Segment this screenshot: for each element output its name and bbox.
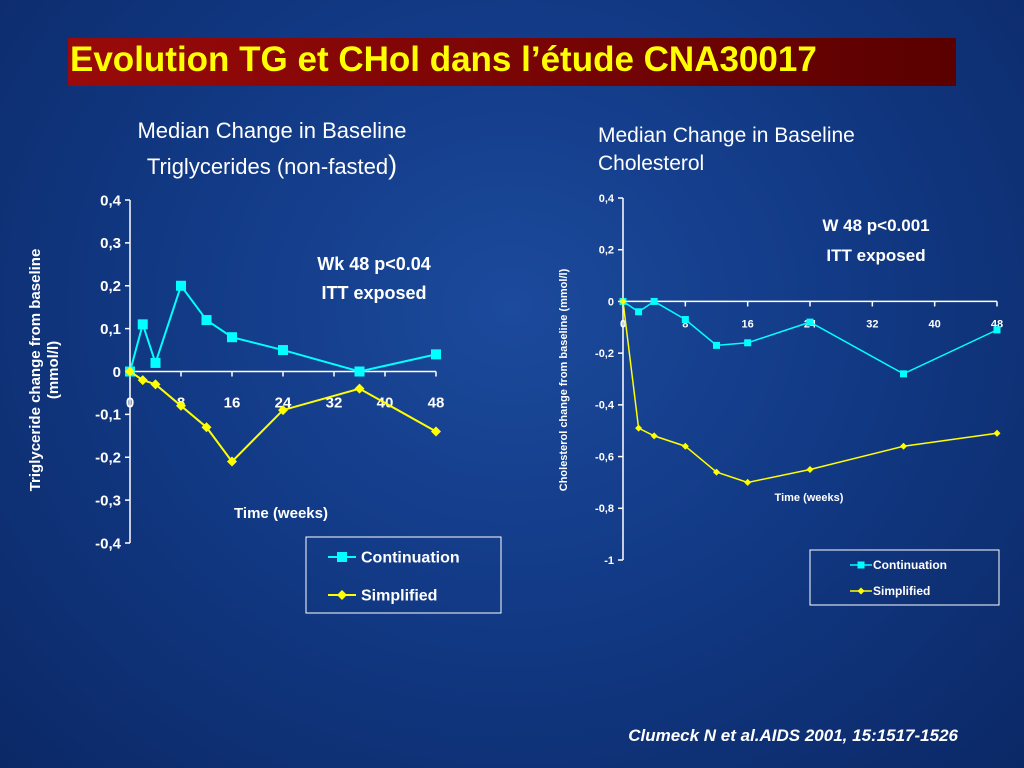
chart1-y-tick-label: 0,2 — [100, 278, 121, 295]
chart1-legend-box — [305, 536, 502, 614]
chart1-x-tick-label: 32 — [326, 395, 343, 412]
chart1-x-tick-label: 24 — [275, 395, 292, 412]
chart2-legend-continuation-label: Continuation — [873, 558, 947, 572]
chart2-series-simplified-point — [713, 468, 720, 476]
chart1-legend-continuation-swatch-marker — [337, 552, 347, 562]
chart2-series-continuation-point — [635, 308, 643, 316]
chart1-y-axis-title: Triglyceride change from baseline(mmol/l… — [27, 249, 62, 492]
chart2-series-simplified-point — [900, 442, 907, 450]
chart1-series-continuation-point — [201, 315, 212, 326]
chart1-x-tick-label: 0 — [126, 395, 134, 412]
chart1-legend-continuation-label: Continuation — [361, 550, 460, 567]
chart1-legend-simplified-swatch-marker — [337, 590, 347, 600]
chart1-series-continuation-point — [150, 357, 161, 368]
chart1-series-continuation-point — [431, 349, 441, 360]
chart2-x-tick-label: 40 — [929, 318, 941, 330]
chart2-series-simplified-point — [650, 432, 658, 440]
chart1-y-tick-label: 0,1 — [100, 321, 121, 338]
chart2-y-tick-label: 0,4 — [599, 193, 615, 205]
chart2-series-simplified-point — [635, 424, 643, 432]
chart2-y-tick-label: -0,4 — [595, 400, 615, 412]
chart2-legend-continuation-swatch-marker — [857, 561, 865, 569]
chart2-series-simplified-point — [744, 478, 752, 486]
chart2-x-tick-label: 32 — [866, 318, 878, 330]
chart2-series-continuation-point — [900, 370, 907, 378]
chart1-y-tick-label: -0,3 — [95, 492, 121, 509]
chart2-y-axis-title: Cholesterol change from baseline (mmol/l… — [558, 268, 570, 491]
left-heading-line1: Median Change in Baseline — [137, 118, 407, 143]
chart1-series-simplified-point — [176, 400, 186, 411]
chart2-series-simplified-point — [681, 442, 689, 450]
chart1-series-simplified-point — [201, 422, 212, 433]
chart2-annotation-line2: ITT exposed — [826, 246, 925, 265]
chart2-series-simplified-point — [993, 429, 1001, 437]
chart2-series-simplified-point — [806, 466, 814, 473]
chart2-series-continuation-point — [806, 318, 814, 326]
left-heading-paren: ) — [388, 150, 398, 180]
chart1-x-tick-label: 16 — [224, 395, 241, 412]
chart1-y-axis-title-line2: (mmol/l) — [45, 341, 62, 399]
chart2-y-tick-label: 0,2 — [599, 245, 614, 257]
chart1-series-simplified-point — [137, 375, 148, 386]
chart2-series-continuation-point — [681, 316, 689, 324]
chart1-y-tick-label: 0 — [113, 364, 121, 381]
chart2-y-tick-label: -0,6 — [595, 451, 614, 463]
chart2-y-tick-label: 0 — [608, 296, 614, 308]
left-chart-heading: Median Change in Baseline Triglycerides … — [92, 114, 452, 184]
citation: Clumeck N et al.AIDS 2001, 15:1517-1526 — [628, 726, 958, 745]
chart2-series-continuation-point — [713, 341, 720, 349]
left-heading-line2: Triglycerides (non-fasted — [146, 154, 389, 179]
chart2-series-continuation-point — [650, 297, 658, 305]
chart2-x-tick-label: 16 — [742, 318, 754, 330]
chart1-series-simplified-point — [354, 383, 365, 394]
chart2-series-continuation-point — [993, 326, 1001, 334]
chart2-annotation-line1: W 48 p<0.001 — [822, 216, 929, 235]
chart2-y-tick-label: -1 — [604, 555, 614, 567]
chart1-x-tick-label: 48 — [428, 395, 445, 412]
chart1-series-continuation-point — [227, 332, 237, 343]
chart1-x-axis-title: Time (weeks) — [234, 505, 328, 522]
chart1-y-tick-label: -0,4 — [95, 535, 122, 552]
chart2-x-axis-title: Time (weeks) — [775, 492, 844, 504]
chart1-legend-simplified-label: Simplified — [361, 588, 437, 605]
chart1-series-continuation-point — [137, 319, 148, 330]
chart1-series-simplified-point — [278, 405, 288, 416]
chart1-annotation-line1: Wk 48 p<0.04 — [317, 254, 431, 274]
chart1-series-simplified-point — [125, 366, 135, 377]
chart2-legend-simplified-swatch-marker — [857, 587, 865, 595]
chart1-series-continuation-point — [354, 366, 365, 377]
right-heading-line2: Cholesterol — [598, 152, 705, 175]
chart1-series-simplified-point — [227, 456, 237, 467]
chart2-y-tick-label: -0,2 — [595, 348, 614, 360]
chart2-y-tick-label: -0,8 — [595, 503, 614, 515]
left-heading-line2-wrap: Triglycerides (non-fasted) — [92, 148, 452, 184]
chart1-y-axis-title-line1: Triglyceride change from baseline — [27, 249, 44, 492]
chart1-series-continuation-point — [278, 345, 288, 356]
slide-title: Evolution TG et CHol dans l’étude CNA300… — [70, 40, 817, 79]
chart2-legend-simplified-label: Simplified — [873, 584, 930, 598]
chart1-series-continuation-point — [176, 280, 186, 291]
chart2-x-tick-label: 8 — [682, 318, 688, 330]
title-bar — [68, 38, 956, 86]
chart1-series-simplified-point — [150, 379, 161, 390]
chart2-series-continuation-point — [744, 339, 752, 347]
chart2-series-continuation-line — [622, 300, 998, 375]
chart1-y-tick-label: -0,1 — [95, 407, 121, 424]
right-heading-line1: Median Change in Baseline — [598, 124, 855, 147]
chart1-y-tick-label: 0,3 — [100, 235, 121, 252]
chart2-series-simplified-point — [619, 297, 627, 305]
chart1-y-tick-label: 0,4 — [100, 192, 122, 209]
chart1-series-simplified-point — [431, 426, 441, 437]
chart1-annotation-line2: ITT exposed — [321, 283, 426, 303]
chart2-x-tick-label: 0 — [620, 318, 626, 330]
chart1-y-tick-label: -0,2 — [95, 450, 121, 467]
chart2-legend-box — [809, 549, 1000, 606]
right-chart-heading: Median Change in Baseline Cholesterol — [598, 122, 855, 178]
